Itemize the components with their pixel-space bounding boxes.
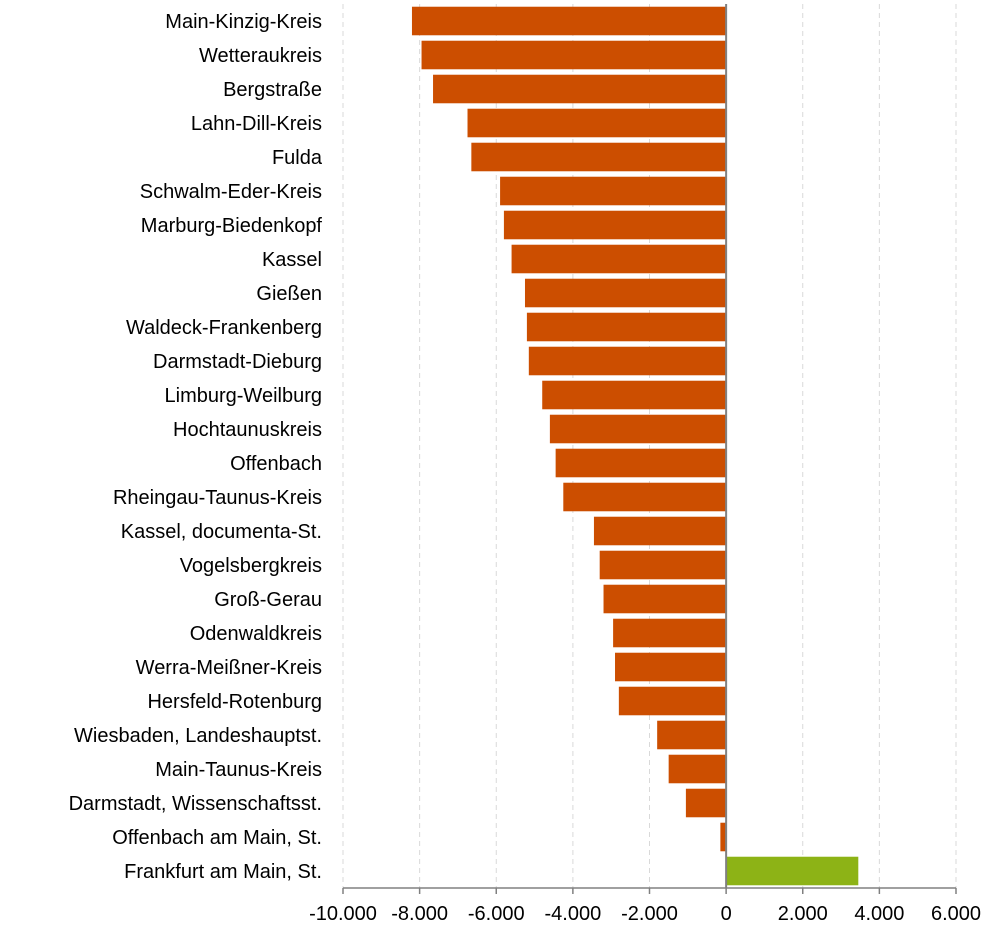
category-label-13: Offenbach	[230, 453, 322, 475]
bar-12	[549, 414, 727, 444]
bar-23	[685, 788, 727, 818]
category-label-14: Rheingau-Taunus-Kreis	[113, 487, 322, 509]
x-tick-label-7: 4.000	[854, 903, 904, 925]
bar-5	[500, 176, 727, 206]
tick-labels: -10.000 -8.000 -6.000 -4.000 -2.000 0 2.000 4.0…	[309, 903, 981, 925]
category-label-20: Hersfeld-Rotenburg	[147, 691, 322, 713]
category-label-9: Waldeck-Frankenberg	[126, 317, 322, 339]
bar-2	[433, 74, 727, 104]
x-tick-label-0: -10.000	[309, 903, 377, 925]
category-label-23: Darmstadt, Wissenschaftsst.	[69, 793, 322, 815]
category-label-6: Marburg-Biedenkopf	[141, 215, 323, 237]
category-label-5: Schwalm-Eder-Kreis	[140, 181, 322, 203]
bar-18	[613, 618, 727, 648]
x-tick-label-2: -6.000	[468, 903, 525, 925]
axes	[342, 4, 957, 894]
bar-11	[542, 380, 727, 410]
bar-21	[657, 720, 727, 750]
x-tick-label-4: -2.000	[621, 903, 678, 925]
category-label-10: Darmstadt-Dieburg	[153, 351, 322, 373]
category-label-3: Lahn-Dill-Kreis	[191, 113, 322, 135]
category-labels: Main-Kinzig-Kreis Wetteraukreis Bergstraße…	[69, 11, 323, 883]
bar-1	[421, 40, 727, 70]
category-label-11: Limburg-Weilburg	[165, 385, 322, 407]
x-tick-label-3: -4.000	[545, 903, 602, 925]
bars	[411, 6, 859, 886]
category-label-4: Fulda	[272, 147, 323, 169]
category-label-12: Hochtaunuskreis	[173, 419, 322, 441]
bar-25	[726, 856, 859, 886]
x-tick-label-8: 6.000	[931, 903, 981, 925]
category-label-15: Kassel, documenta-St.	[121, 521, 322, 543]
category-label-0: Main-Kinzig-Kreis	[165, 11, 322, 33]
bar-14	[563, 482, 727, 512]
bar-6	[503, 210, 727, 240]
bar-4	[471, 142, 727, 172]
bar-20	[618, 686, 727, 716]
category-label-24: Offenbach am Main, St.	[112, 827, 322, 849]
bar-8	[524, 278, 727, 308]
category-label-17: Groß-Gerau	[214, 589, 322, 611]
category-label-16: Vogelsbergkreis	[180, 555, 322, 577]
bar-22	[668, 754, 727, 784]
bar-13	[555, 448, 727, 478]
bar-9	[526, 312, 727, 342]
x-tick-label-5: 0	[721, 903, 732, 925]
category-label-18: Odenwaldkreis	[190, 623, 322, 645]
bar-16	[599, 550, 727, 580]
bar-17	[603, 584, 727, 614]
bar-10	[528, 346, 727, 376]
category-label-1: Wetteraukreis	[199, 45, 322, 67]
category-label-21: Wiesbaden, Landeshauptst.	[74, 725, 322, 747]
x-tick-label-1: -8.000	[391, 903, 448, 925]
category-label-2: Bergstraße	[223, 79, 322, 101]
category-label-25: Frankfurt am Main, St.	[124, 861, 322, 883]
category-label-19: Werra-Meißner-Kreis	[136, 657, 322, 679]
x-tick-label-6: 2.000	[778, 903, 828, 925]
category-label-8: Gießen	[256, 283, 322, 305]
category-label-7: Kassel	[262, 249, 322, 271]
bar-19	[615, 652, 727, 682]
bar-15	[593, 516, 727, 546]
bar-7	[511, 244, 727, 274]
bar-3	[467, 108, 727, 138]
bar-0	[411, 6, 727, 36]
bar-24	[720, 822, 727, 852]
category-label-22: Main-Taunus-Kreis	[155, 759, 322, 781]
